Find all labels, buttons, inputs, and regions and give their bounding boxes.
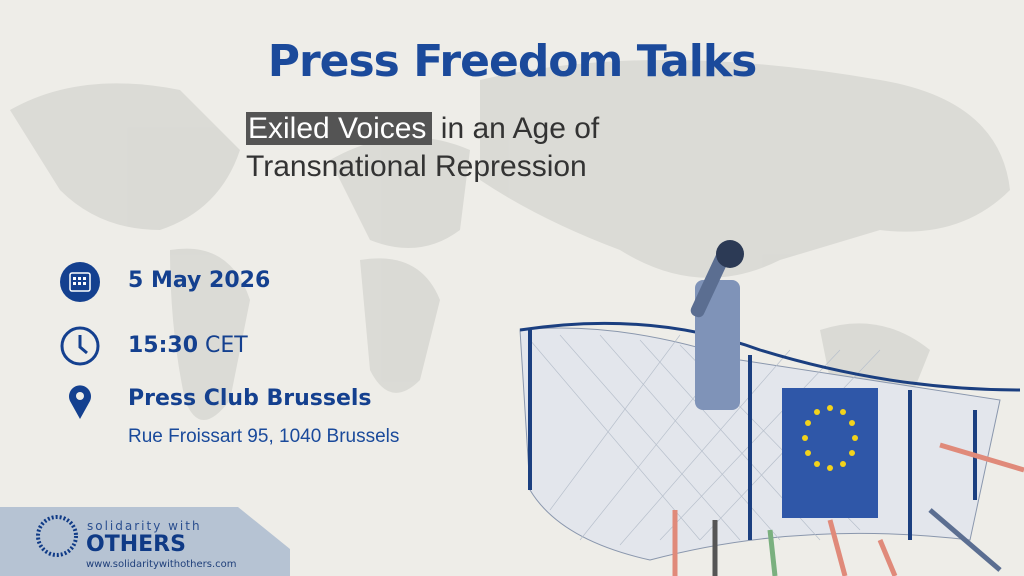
logo-line2: OTHERS: [86, 532, 186, 557]
event-title: Press Freedom Talks: [267, 36, 758, 87]
fence-illustration: [519, 240, 1024, 576]
time-value: 15:30: [128, 333, 199, 358]
date-row: [60, 262, 100, 302]
dotted-circle-logo-icon: [36, 515, 78, 557]
location-row: [60, 381, 100, 421]
time-row: [60, 326, 100, 366]
organization-logo: solidarity with OTHERS www.solidaritywit…: [0, 507, 290, 576]
subtitle-line2: Transnational Repression: [246, 150, 587, 183]
subtitle-highlight: Exiled Voices: [246, 112, 433, 145]
venue-address: Rue Froissart 95, 1040 Brussels: [128, 426, 400, 447]
calendar-icon: [60, 262, 100, 302]
logo-line1: solidarity with: [87, 519, 202, 533]
event-subtitle: Exiled Voices in an Age of Transnational…: [246, 110, 599, 186]
subtitle-text: in an Age of: [432, 112, 600, 145]
arrows: [672, 442, 1024, 576]
eu-stars: [802, 405, 858, 471]
hand-microphone: [690, 240, 744, 410]
website-link[interactable]: www.solidaritywithothers.com: [86, 559, 237, 570]
map-pin-icon: [60, 381, 100, 421]
event-date: 5 May 2026: [128, 268, 271, 293]
clock-icon: [60, 326, 100, 366]
venue-name: Press Club Brussels: [128, 386, 372, 411]
event-time: 15:30 CET: [128, 333, 248, 358]
time-zone: CET: [198, 333, 248, 358]
